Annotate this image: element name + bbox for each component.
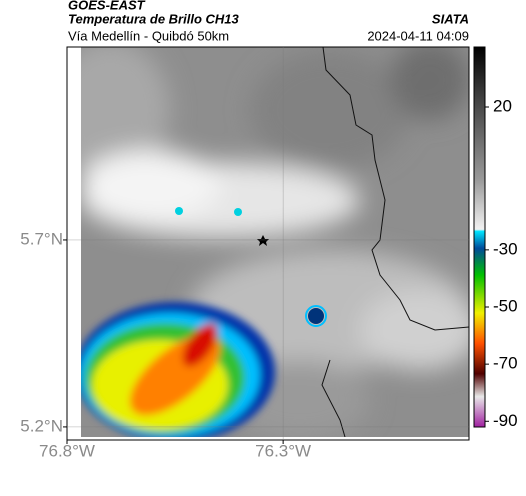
colorbar-tick-label: -30 bbox=[493, 239, 518, 258]
y-tick-label: 5.2°N bbox=[20, 416, 63, 435]
colorbar-tick-label: -70 bbox=[493, 354, 518, 373]
satellite-image bbox=[81, 47, 469, 437]
source: SIATA bbox=[432, 11, 469, 26]
timestamp: 2024-04-11 04:09 bbox=[367, 28, 469, 43]
colorbar-tick-label: -50 bbox=[493, 296, 518, 315]
x-tick-label: 76.8°W bbox=[39, 441, 95, 460]
y-tick-label: 5.7°N bbox=[20, 229, 63, 248]
product: Temperatura de Brillo CH13 bbox=[68, 11, 240, 26]
colorbar-tick-label: 20 bbox=[493, 96, 512, 115]
satellite: GOES-EAST bbox=[68, 0, 146, 12]
colorbar bbox=[473, 46, 486, 428]
colorbar-tick-label: -90 bbox=[493, 411, 518, 430]
x-tick-label: 76.3°W bbox=[255, 441, 311, 460]
map-frame bbox=[66, 46, 470, 441]
region: Vía Medellín - Quibdó 50km bbox=[68, 28, 229, 43]
